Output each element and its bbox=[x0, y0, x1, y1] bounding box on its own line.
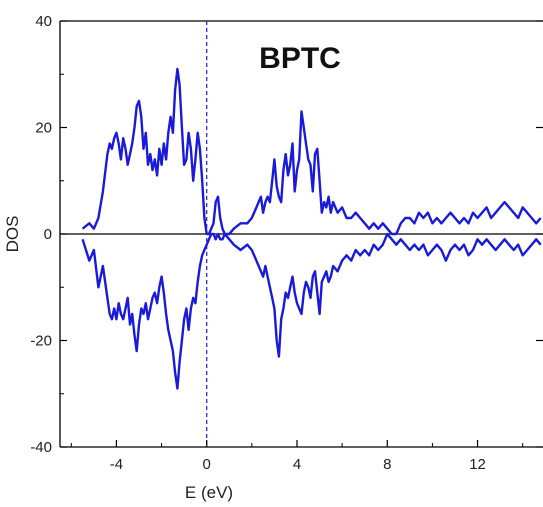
y-tick-label: 20 bbox=[35, 120, 52, 137]
chart-title: BPTC bbox=[259, 42, 341, 75]
x-tick-label: 8 bbox=[383, 456, 391, 473]
x-tick-label: 0 bbox=[203, 456, 211, 473]
x-axis-label: E (eV) bbox=[185, 483, 233, 502]
x-tick-label: 12 bbox=[469, 456, 486, 473]
x-tick-label: 4 bbox=[293, 456, 301, 473]
y-tick-label: 0 bbox=[44, 226, 52, 243]
y-tick-label: -40 bbox=[30, 439, 52, 456]
dos-series-line-2 bbox=[81, 232, 542, 390]
y-axis-label: DOS bbox=[3, 216, 22, 253]
plot-area bbox=[59, 20, 543, 448]
dos-series-line-1 bbox=[81, 67, 542, 236]
y-tick-label: 40 bbox=[35, 13, 52, 30]
x-tick-label: -4 bbox=[110, 456, 123, 473]
y-tick-label: -20 bbox=[30, 333, 52, 350]
